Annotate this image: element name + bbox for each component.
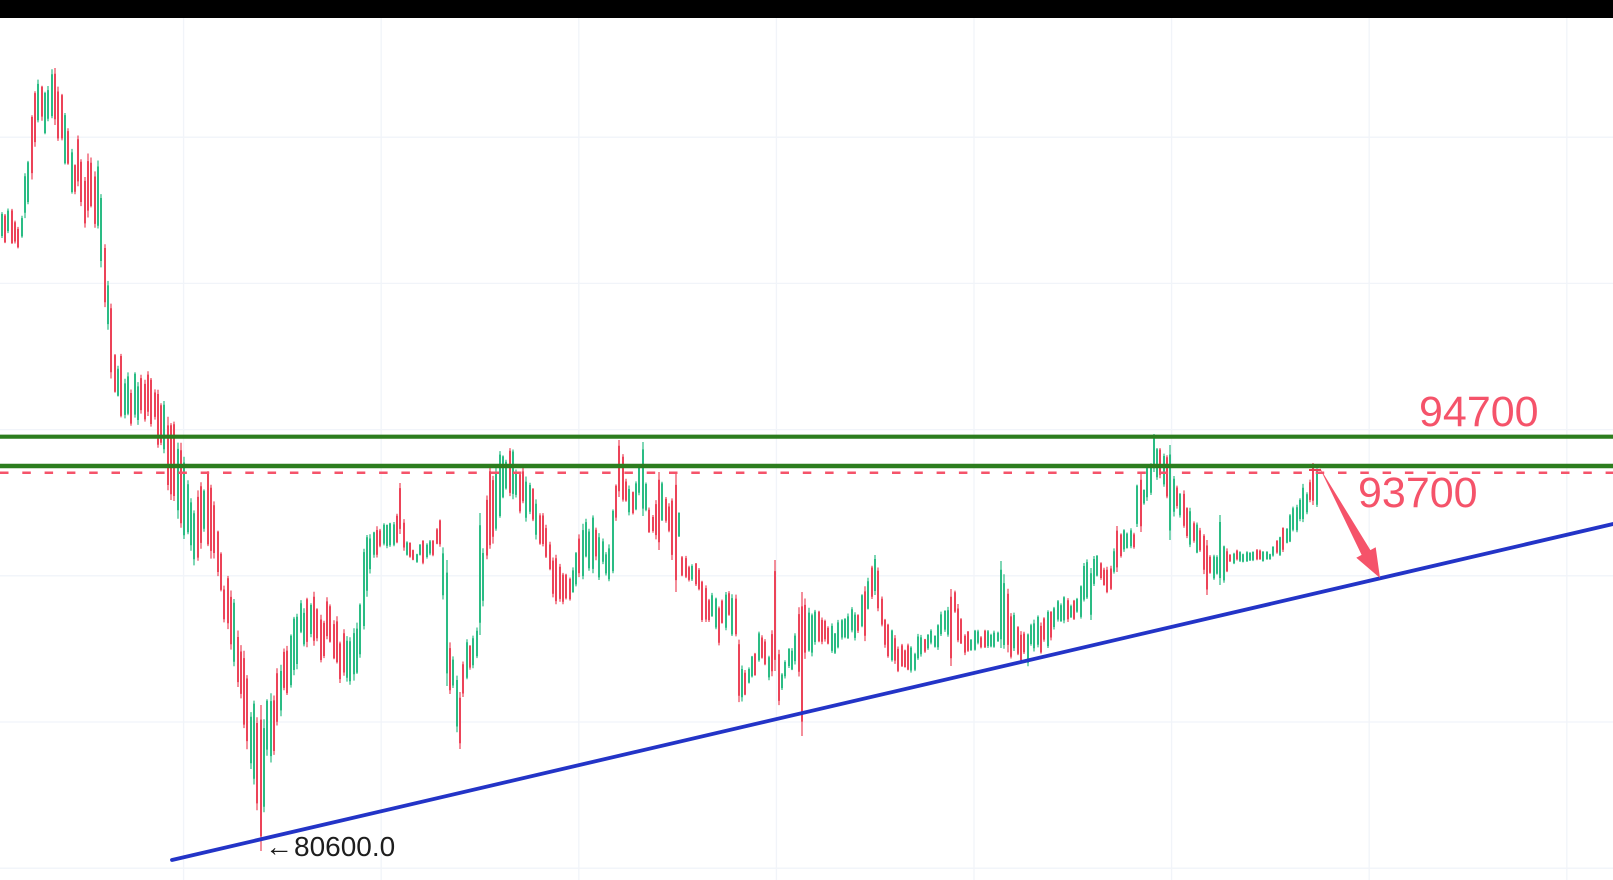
svg-text:93700: 93700 — [1358, 469, 1478, 517]
svg-text:80600.0: 80600.0 — [294, 831, 395, 862]
svg-text:←: ← — [265, 831, 293, 862]
svg-text:94700: 94700 — [1419, 388, 1539, 436]
